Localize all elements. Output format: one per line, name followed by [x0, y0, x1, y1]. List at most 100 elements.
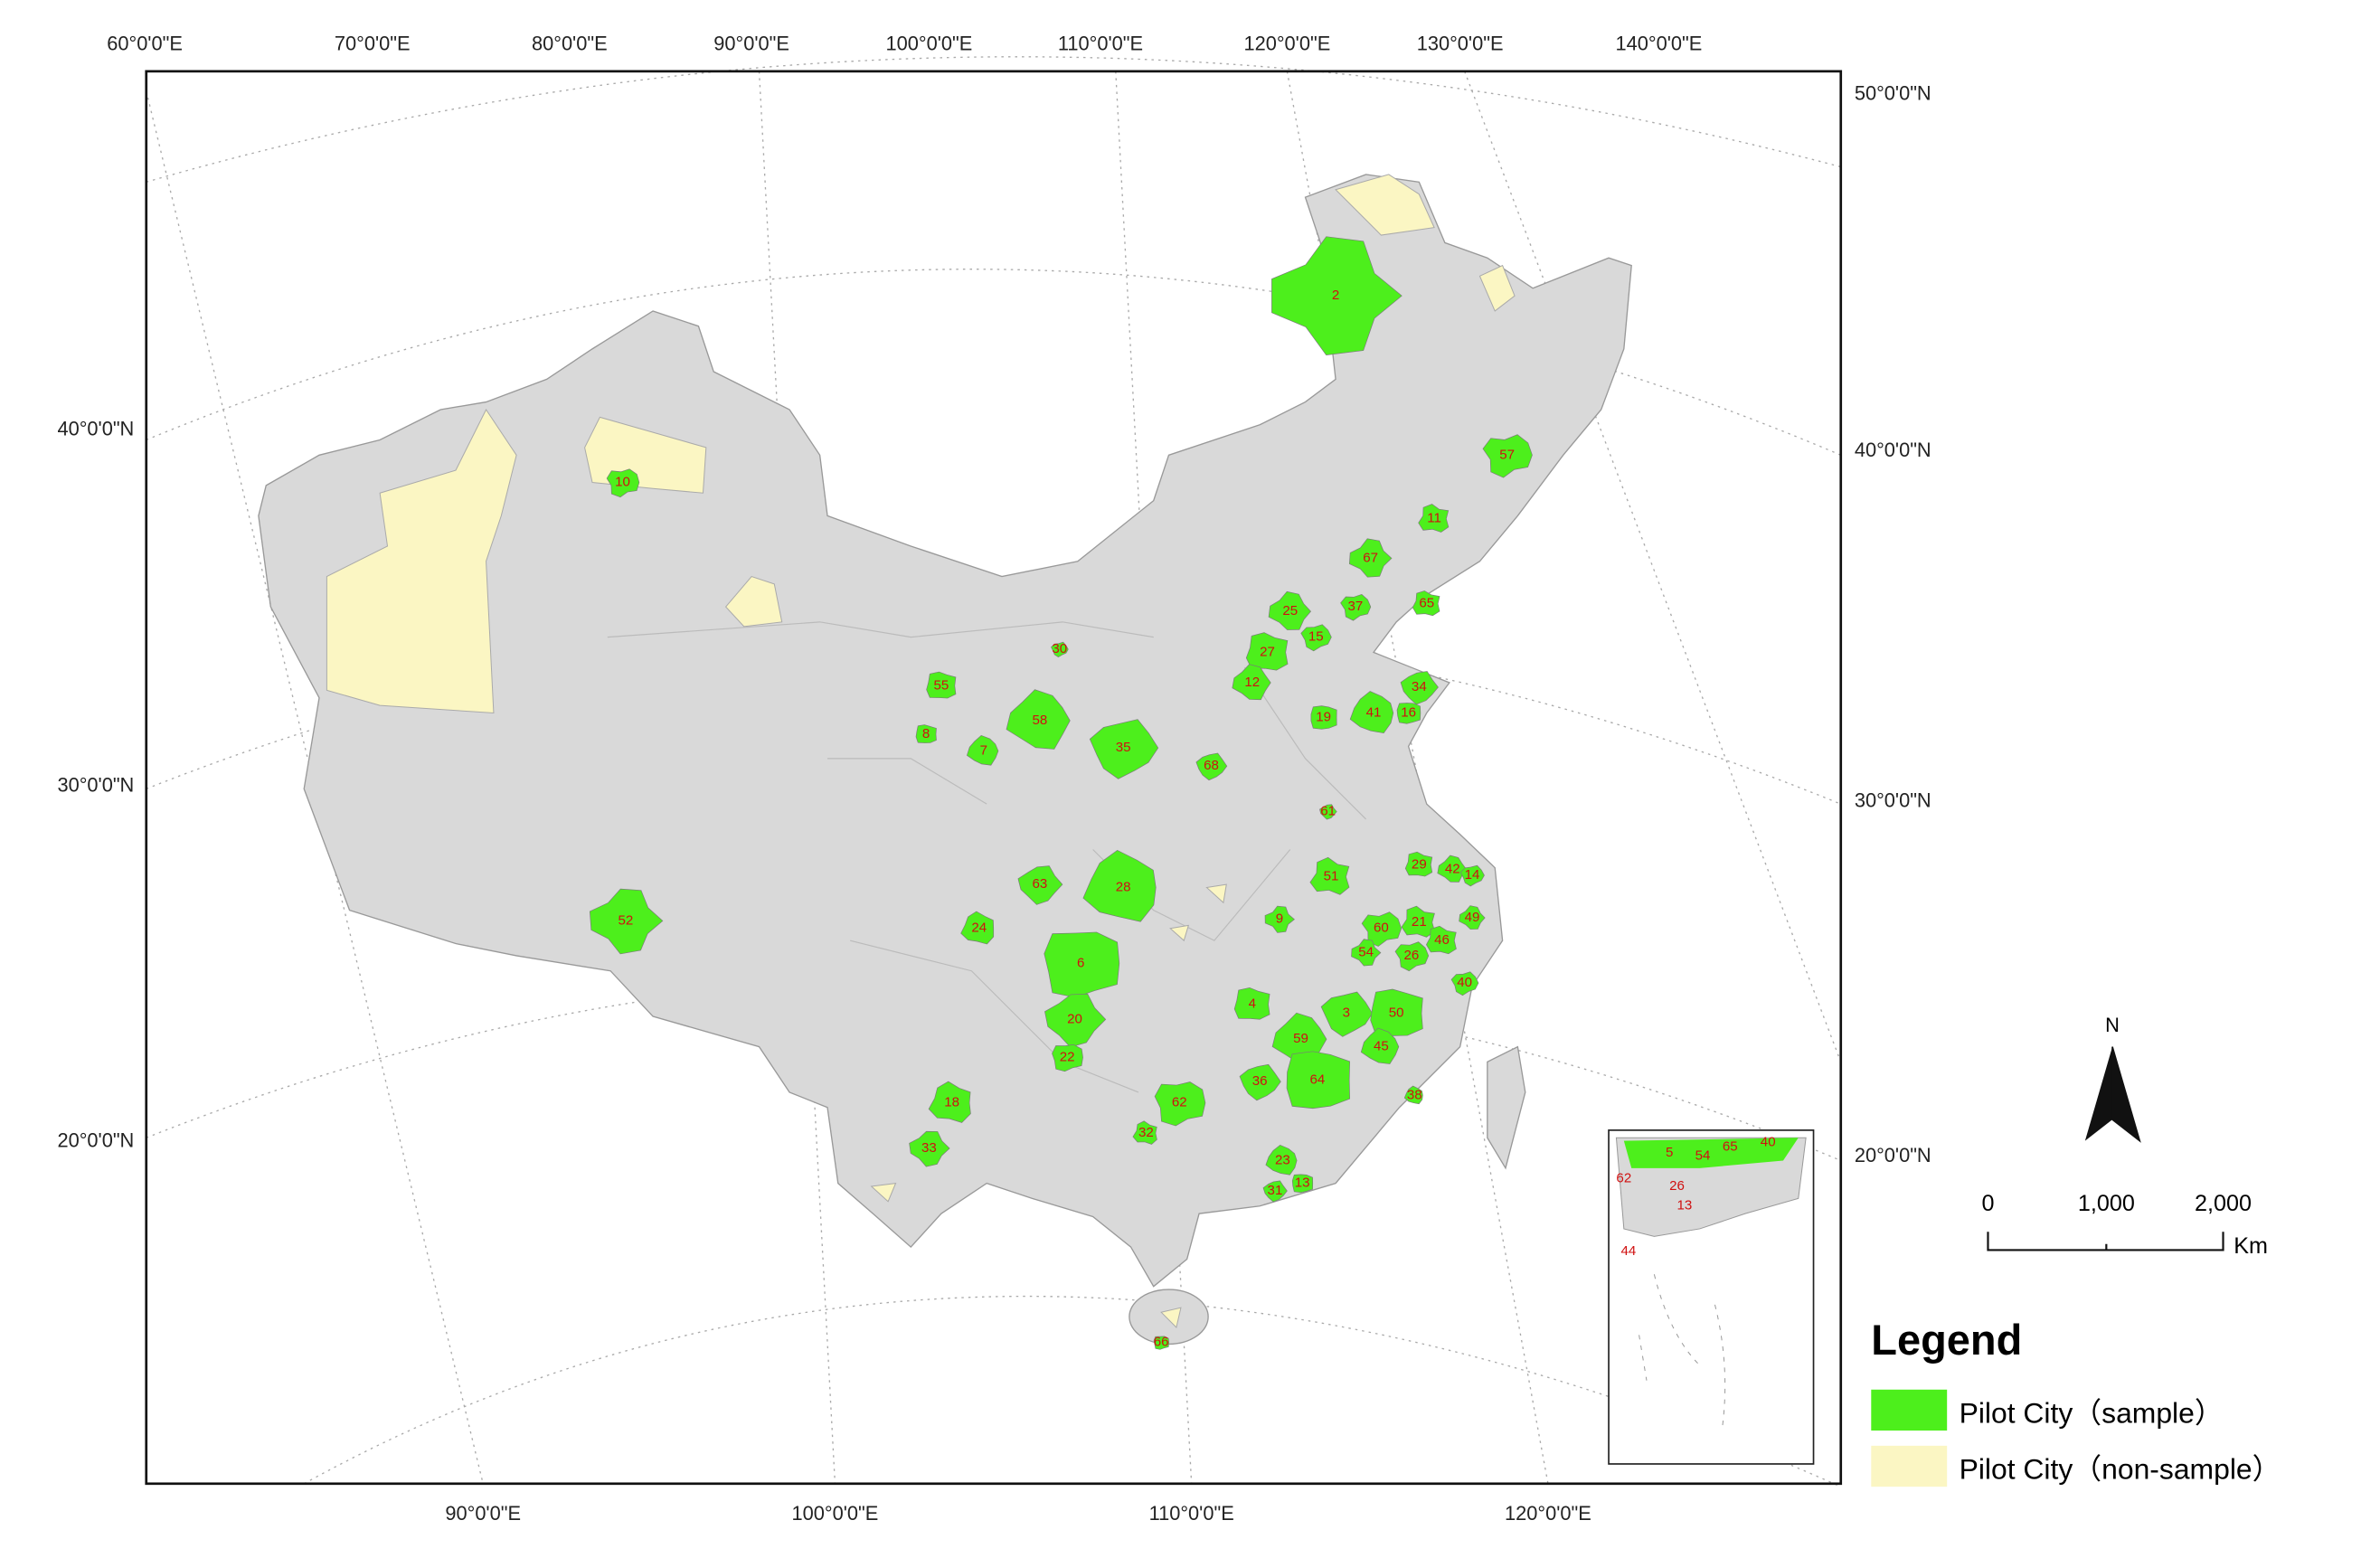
city-label: 11: [1427, 511, 1441, 526]
city-label: 68: [1204, 758, 1219, 773]
pilot-city-sample: [1459, 864, 1485, 887]
city-label: 23: [1275, 1152, 1290, 1167]
inset-city-label: 5: [1666, 1145, 1673, 1160]
pilot-city-sample: [1268, 590, 1311, 630]
pilot-city-sample: [1426, 925, 1457, 955]
city-label: 20: [1067, 1011, 1082, 1026]
pilot-city-sample: [1401, 905, 1436, 938]
legend-label: Pilot City（sample）: [1960, 1397, 2224, 1430]
graticule-label: 30°0'0"N: [57, 774, 134, 797]
city-label: 7: [980, 742, 987, 758]
city-label: 61: [1320, 804, 1336, 819]
graticule-label: 110°0'0"E: [1149, 1502, 1234, 1525]
graticule-line: [303, 1295, 1842, 1487]
city-label: 21: [1412, 914, 1427, 930]
pilot-city-sample: [1418, 504, 1450, 533]
pilot-city-sample: [1006, 689, 1071, 750]
pilot-city-sample: [1361, 911, 1402, 947]
city-label: 2: [1332, 288, 1339, 303]
pilot-city-sample: [1351, 939, 1382, 967]
graticule-label: 50°0'0"N: [1855, 82, 1931, 105]
pilot-city-non-sample: [1160, 1307, 1182, 1328]
pilot-city-non-sample: [1478, 264, 1516, 312]
legend-title: Legend: [1871, 1316, 2022, 1364]
graticule-labels: 60°0'0"E 70°0'0"E 80°0'0"E 90°0'0"E 100°0'0"…: [57, 32, 1931, 1525]
scale-label: 0: [1981, 1191, 1994, 1216]
city-label: 22: [1060, 1049, 1075, 1064]
pilot-city-sample: [915, 724, 937, 743]
pilot-city-sample: [1233, 987, 1270, 1020]
pilot-city-sample: [1271, 236, 1402, 355]
legend-label: Pilot City（non-sample）: [1960, 1453, 2281, 1486]
inset-city-label: 65: [1723, 1138, 1738, 1154]
pilot-city-sample: [1300, 624, 1332, 652]
graticule-label: 120°0'0"E: [1505, 1502, 1591, 1525]
pilot-city-sample: [1262, 1180, 1288, 1203]
city-label: 30: [1052, 641, 1067, 656]
map-frame: [145, 70, 1843, 1486]
pilot-city-sample: [1089, 719, 1159, 779]
pilot-city-sample: [1403, 1085, 1423, 1105]
city-label: 4: [1249, 996, 1256, 1012]
province-border: [607, 621, 1367, 1093]
pilot-city-non-sample: [870, 1183, 897, 1203]
pilot-city-non-sample: [1169, 924, 1190, 942]
pilot-city-sample: [1044, 993, 1107, 1048]
inset-city-label: 13: [1677, 1198, 1693, 1213]
pilot-city-non-sample: [1335, 174, 1435, 236]
legend-swatch: [1871, 1389, 1948, 1431]
pilot-city-sample: [1394, 941, 1430, 972]
city-label: 57: [1499, 447, 1515, 462]
city-label: 45: [1374, 1039, 1389, 1054]
pilot-city-sample: [1400, 671, 1439, 705]
city-label: 58: [1033, 713, 1048, 728]
pilot-city-sample: [1404, 851, 1433, 877]
city-label: 65: [1419, 596, 1434, 611]
pilot-city-sample: [926, 671, 957, 699]
pilot-city-sample: [606, 468, 640, 498]
legend: Legend Pilot City（sample） Pilot City（non…: [1871, 1316, 2281, 1487]
city-label: 27: [1260, 644, 1275, 659]
pilot-city-sample: [1082, 849, 1157, 922]
pilot-city-non-sample: [326, 408, 517, 714]
graticule-label: 70°0'0"E: [335, 32, 411, 54]
north-arrow: [2111, 1046, 2141, 1143]
inset-city-label: 44: [1620, 1243, 1636, 1259]
graticule-label: 130°0'0"E: [1417, 32, 1504, 54]
scale-label: 2,000: [2195, 1191, 2252, 1216]
city-label: 50: [1389, 1006, 1404, 1021]
graticule-label: 110°0'0"E: [1058, 32, 1143, 54]
pilot-city-non-sample: [1205, 883, 1227, 904]
pilot-city-sample: [1153, 1336, 1170, 1350]
pilot-city-sample: [909, 1130, 950, 1167]
city-label: 31: [1268, 1183, 1283, 1198]
legend-swatch: [1871, 1445, 1948, 1487]
city-label: 6: [1077, 955, 1084, 970]
city-label: 14: [1465, 867, 1480, 883]
inset-labels: 62 5 54 65 40 26 13 44: [1616, 1134, 1775, 1259]
island: [1487, 1045, 1526, 1170]
pilot-city-sample: [1412, 590, 1440, 617]
graticule-label: 90°0'0"E: [445, 1502, 521, 1525]
pilot-city-sample: [1340, 593, 1372, 621]
inset-islands: [1639, 1274, 1726, 1427]
graticule-label: 90°0'0"E: [713, 32, 789, 54]
inset-city-label: 26: [1669, 1178, 1685, 1194]
city-label: 40: [1457, 975, 1472, 990]
pilot-city-sample: [1132, 1120, 1157, 1145]
pilot-city-sample: [1291, 1174, 1314, 1194]
scale-line: [1987, 1232, 2224, 1251]
city-label: 42: [1445, 861, 1460, 876]
city-label: 60: [1374, 921, 1389, 936]
city-label: 24: [971, 921, 987, 936]
pilot-city-non-sample: [724, 575, 783, 628]
city-label: 36: [1252, 1073, 1268, 1089]
pilot-city-sample: [1239, 1063, 1281, 1101]
graticule-label: 40°0'0"N: [57, 418, 134, 440]
pilot-city-sample: [1437, 855, 1468, 883]
scale-label: 1,000: [2078, 1191, 2135, 1216]
city-label: 62: [1172, 1095, 1187, 1110]
pilot-city-sample: [1264, 905, 1295, 933]
